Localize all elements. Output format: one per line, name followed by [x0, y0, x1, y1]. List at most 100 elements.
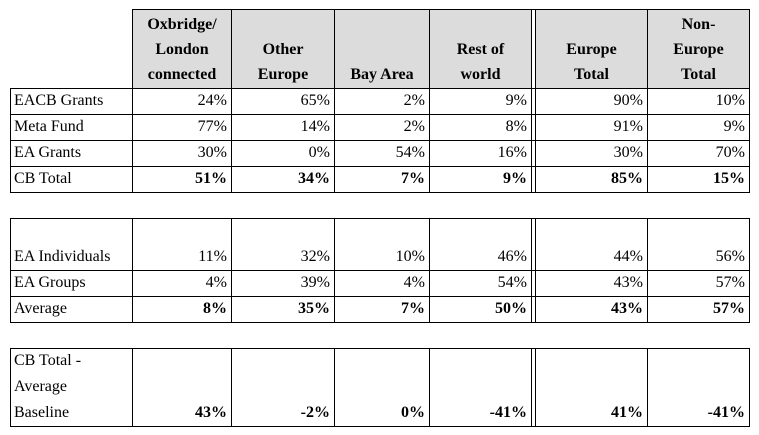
table-cell: 4%	[205, 274, 227, 291]
row-label: Average	[14, 300, 67, 317]
column-header-line: London	[155, 41, 209, 58]
table-cell: 39%	[300, 274, 330, 291]
grid-line	[10, 322, 750, 323]
grid-line	[10, 296, 750, 297]
grid-line	[429, 348, 430, 427]
table-cell: 10%	[715, 92, 745, 109]
table-cell: 24%	[197, 92, 227, 109]
column-header: Other Europe	[232, 10, 334, 88]
table-cell: 43%	[613, 274, 643, 291]
row-label: EACB Grants	[14, 92, 104, 109]
grid-line	[647, 9, 648, 89]
table-cell: 91%	[613, 118, 643, 135]
grid-line	[429, 218, 430, 323]
grid-line	[429, 88, 430, 193]
grid-line	[535, 348, 536, 427]
grid-line	[647, 348, 648, 427]
table-cell: 70%	[715, 144, 745, 161]
column-header-line: Rest of	[456, 41, 505, 58]
table-cell: 54%	[497, 274, 527, 291]
table-cell: 57%	[715, 274, 745, 291]
row-label: CB Total	[14, 170, 72, 187]
table-cell: 14%	[300, 118, 330, 135]
table-cell: 35%	[298, 300, 330, 317]
grid-line	[334, 9, 335, 89]
table-cell: 0%	[401, 404, 425, 421]
grid-line	[647, 88, 648, 193]
row-label: EA Grants	[14, 144, 82, 161]
column-header-line: Non-	[681, 16, 716, 33]
row-label: Meta Fund	[14, 118, 84, 135]
table-cell: 41%	[611, 404, 643, 421]
table-cell: 0%	[308, 144, 330, 161]
table-cell: 46%	[497, 248, 527, 265]
grid-line	[647, 218, 648, 323]
grid-line	[10, 218, 11, 323]
grid-line	[429, 9, 430, 89]
table-cell: -41%	[489, 404, 527, 421]
grid-line	[10, 88, 750, 89]
grid-line	[749, 218, 750, 323]
table-cell: 7%	[401, 170, 425, 187]
table-cell: 2%	[403, 118, 425, 135]
grid-line	[749, 9, 750, 89]
column-header: Non- Europe Total	[648, 10, 749, 88]
table-cell: 56%	[715, 248, 745, 265]
grid-line	[231, 218, 232, 323]
table-cell: 2%	[403, 92, 425, 109]
table-cell: 51%	[195, 170, 227, 187]
grid-line	[531, 218, 532, 323]
column-header-line: Total	[574, 66, 609, 83]
grid-line	[10, 166, 750, 167]
grid-line	[10, 348, 11, 427]
row-label-line: Baseline	[14, 404, 70, 421]
grid-line	[10, 192, 750, 193]
grid-line	[10, 348, 750, 349]
table-cell: 77%	[197, 118, 227, 135]
table-cell: 11%	[198, 248, 227, 265]
grid-line	[132, 218, 133, 323]
table-cell: 90%	[613, 92, 643, 109]
grid-line	[10, 426, 750, 427]
grid-line	[10, 140, 750, 141]
table-cell: 8%	[203, 300, 227, 317]
grid-line	[231, 88, 232, 193]
column-header-line: Total	[681, 66, 716, 83]
grid-line	[10, 88, 11, 193]
table-cell: 9%	[503, 170, 527, 187]
table-cell: 43%	[611, 300, 643, 317]
grid-line	[132, 348, 133, 427]
table-cell: 9%	[723, 118, 745, 135]
table-cell: 50%	[495, 300, 527, 317]
table-cell: 4%	[403, 274, 425, 291]
grid-line	[10, 218, 750, 219]
row-label-line: CB Total -	[14, 352, 82, 369]
table-cell: 32%	[300, 248, 330, 265]
table-cell: 30%	[197, 144, 227, 161]
grid-line	[749, 348, 750, 427]
grid-line	[535, 9, 536, 89]
table-cell: -2%	[300, 404, 330, 421]
grid-line	[531, 9, 532, 89]
column-header-line: world	[460, 66, 501, 83]
column-header: Oxbridge/London connected	[133, 10, 231, 88]
grid-line	[531, 348, 532, 427]
grid-line	[535, 88, 536, 193]
grid-line	[535, 218, 536, 323]
column-header-line: connected	[147, 66, 217, 83]
table-cell: 65%	[300, 92, 330, 109]
table-cell: 34%	[298, 170, 330, 187]
grid-line	[132, 9, 750, 10]
table-cell: 16%	[497, 144, 527, 161]
column-header-line: Europe	[566, 41, 617, 58]
table-cell: 85%	[611, 170, 643, 187]
table-cell: 10%	[395, 248, 425, 265]
row-label: EA Groups	[14, 274, 86, 291]
table-cell: 15%	[713, 170, 745, 187]
row-label: EA Individuals	[14, 248, 111, 265]
grid-line	[231, 9, 232, 89]
table-cell: 30%	[613, 144, 643, 161]
table-cell: 9%	[505, 92, 527, 109]
table-cell: 8%	[505, 118, 527, 135]
grid-line	[132, 88, 133, 193]
